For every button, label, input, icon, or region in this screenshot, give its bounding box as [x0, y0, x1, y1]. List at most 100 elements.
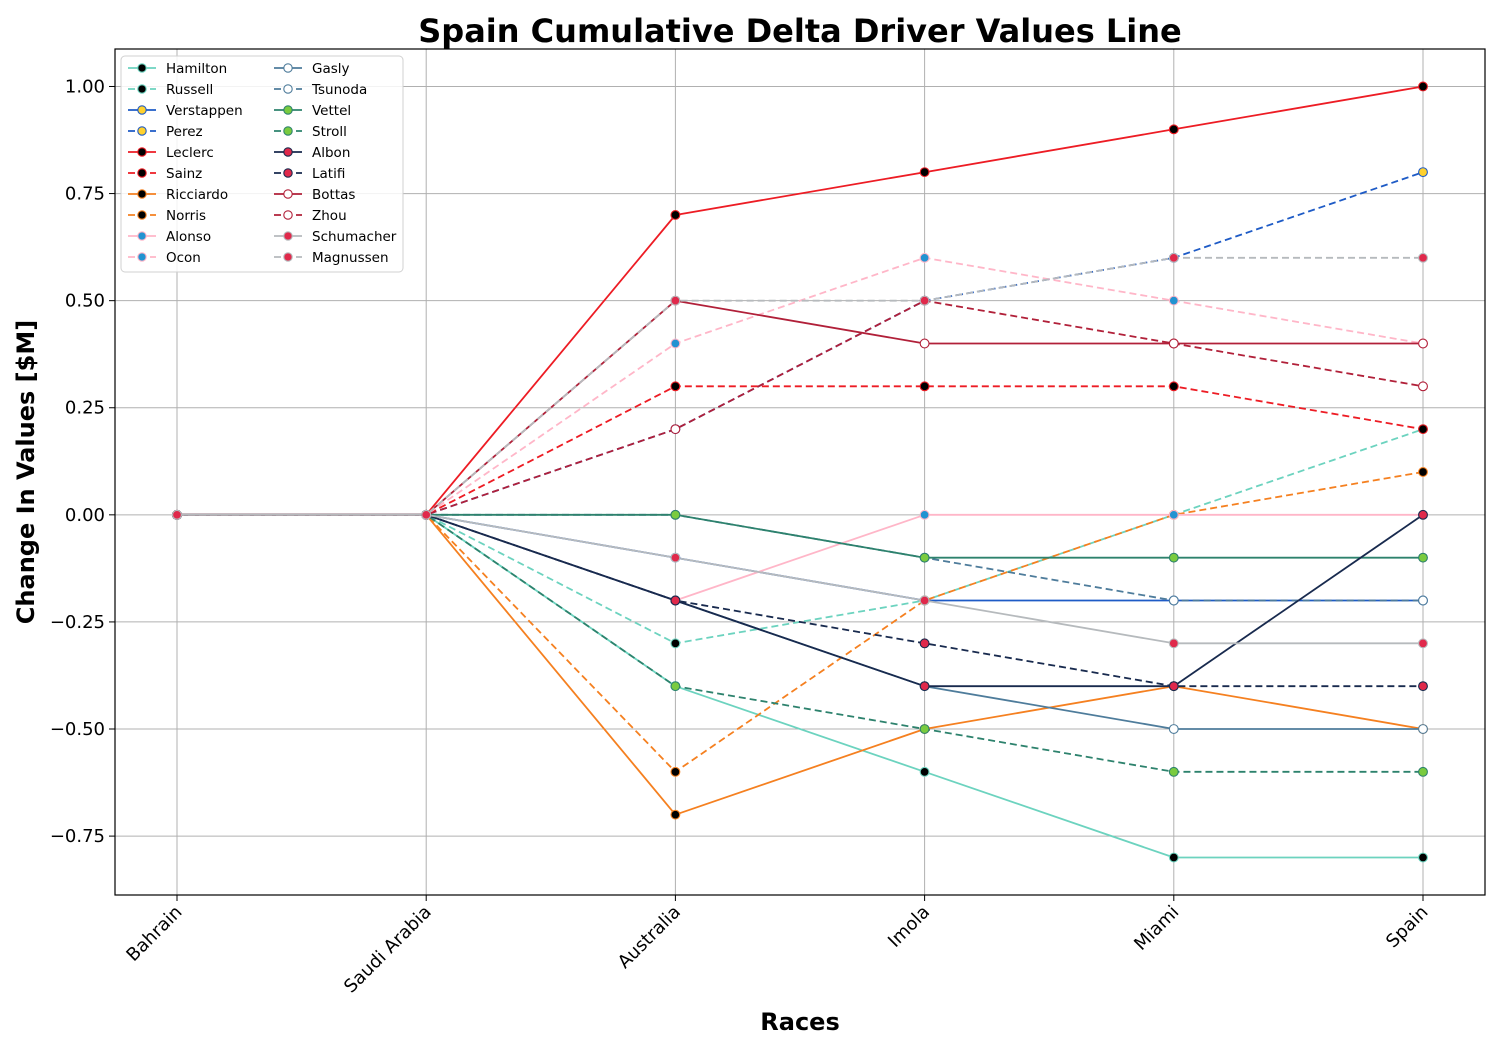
legend-item: Albon	[274, 145, 350, 161]
legend-item: Norris	[128, 208, 206, 224]
data-point	[919, 381, 930, 392]
legend-label: Zhou	[312, 208, 347, 224]
data-point	[1168, 509, 1179, 520]
data-point	[421, 509, 432, 520]
legend-marker	[283, 63, 293, 73]
data-point	[1168, 252, 1179, 263]
legend-marker	[283, 210, 293, 220]
legend-item: Hamilton	[128, 61, 227, 77]
legend-marker	[283, 231, 293, 241]
data-point	[919, 724, 930, 734]
data-point	[1168, 595, 1179, 606]
data-point	[1418, 595, 1428, 606]
legend-marker	[137, 252, 147, 262]
data-point	[1168, 724, 1179, 734]
legend-marker	[283, 147, 293, 157]
y-tick-label: 0.25	[65, 398, 105, 419]
data-point	[1168, 124, 1179, 135]
legend-marker	[283, 84, 293, 94]
data-point	[1168, 295, 1179, 306]
legend-label: Bottas	[312, 187, 355, 203]
legend-label: Vettel	[312, 103, 351, 119]
legend-marker	[137, 84, 147, 94]
data-point	[1418, 338, 1428, 349]
y-axis-label: Change In Values [$M]	[12, 320, 40, 624]
legend-item: Gasly	[274, 61, 350, 77]
data-point	[1418, 252, 1428, 263]
legend-marker	[137, 147, 147, 157]
legend-item: Verstappen	[128, 103, 243, 119]
legend-marker	[137, 126, 147, 136]
data-point	[670, 809, 681, 820]
data-point	[670, 681, 681, 692]
legend-marker	[137, 231, 147, 241]
data-point	[1168, 852, 1179, 863]
legend-marker	[283, 105, 293, 115]
data-point	[670, 424, 681, 435]
data-point	[1168, 552, 1179, 563]
legend-item: Perez	[128, 124, 203, 140]
data-point	[1168, 638, 1179, 649]
legend-label: Schumacher	[312, 229, 397, 245]
data-point	[1418, 552, 1428, 563]
data-point	[1418, 81, 1428, 92]
data-point	[919, 552, 930, 563]
data-point	[919, 295, 930, 306]
data-point	[919, 252, 930, 263]
legend-box	[120, 55, 404, 273]
series-line	[177, 513, 1423, 645]
legend-item: Alonso	[128, 229, 211, 245]
data-point	[919, 167, 930, 178]
data-point	[1418, 424, 1428, 435]
y-tick-label: −0.50	[50, 719, 105, 740]
data-point	[1418, 852, 1428, 863]
legend-marker	[283, 126, 293, 136]
legend-label: Gasly	[312, 61, 350, 77]
data-point	[670, 552, 681, 563]
legend-item: Leclerc	[128, 145, 214, 161]
data-point	[1418, 681, 1428, 692]
series-lines	[177, 85, 1424, 859]
y-tick-label: 0.00	[65, 505, 105, 526]
legend-item: Ricciardo	[128, 187, 228, 203]
legend-label: Ocon	[166, 250, 201, 266]
legend-label: Stroll	[312, 124, 347, 140]
series-line	[177, 428, 1424, 645]
y-tick-label: 1.00	[65, 76, 105, 97]
legend-item: Russell	[128, 82, 213, 98]
data-point	[1418, 167, 1428, 178]
x-axis-label: Races	[760, 1008, 839, 1036]
legend-label: Hamilton	[166, 61, 227, 77]
data-point	[1418, 381, 1428, 392]
data-point	[919, 595, 930, 606]
y-tick-label: −0.75	[50, 826, 105, 847]
legend-label: Alonso	[166, 229, 211, 245]
legend-label: Perez	[166, 124, 203, 140]
legend-label: Ricciardo	[166, 187, 228, 203]
y-tick-label: −0.25	[50, 612, 105, 633]
data-point	[670, 381, 681, 392]
data-point	[919, 509, 930, 520]
series-line	[177, 513, 1423, 688]
legend-item: Zhou	[274, 208, 347, 224]
legend-marker	[283, 168, 293, 178]
series-line	[177, 299, 1424, 516]
data-point	[919, 638, 930, 649]
data-point	[670, 638, 681, 649]
data-point	[670, 766, 681, 777]
legend-item: Magnussen	[274, 250, 389, 266]
legend-marker	[137, 63, 147, 73]
legend-marker	[137, 105, 147, 115]
legend-marker	[283, 252, 293, 262]
data-point	[1168, 766, 1179, 777]
data-point	[1168, 338, 1179, 349]
legend-item: Bottas	[274, 187, 355, 203]
data-point	[919, 338, 930, 349]
legend-label: Tsunoda	[311, 82, 367, 98]
data-point	[670, 210, 681, 220]
legend-marker	[137, 168, 147, 178]
legend-marker	[137, 210, 147, 220]
data-point	[1418, 509, 1428, 520]
series-markers	[172, 81, 1428, 863]
legend-item: Vettel	[274, 103, 351, 119]
